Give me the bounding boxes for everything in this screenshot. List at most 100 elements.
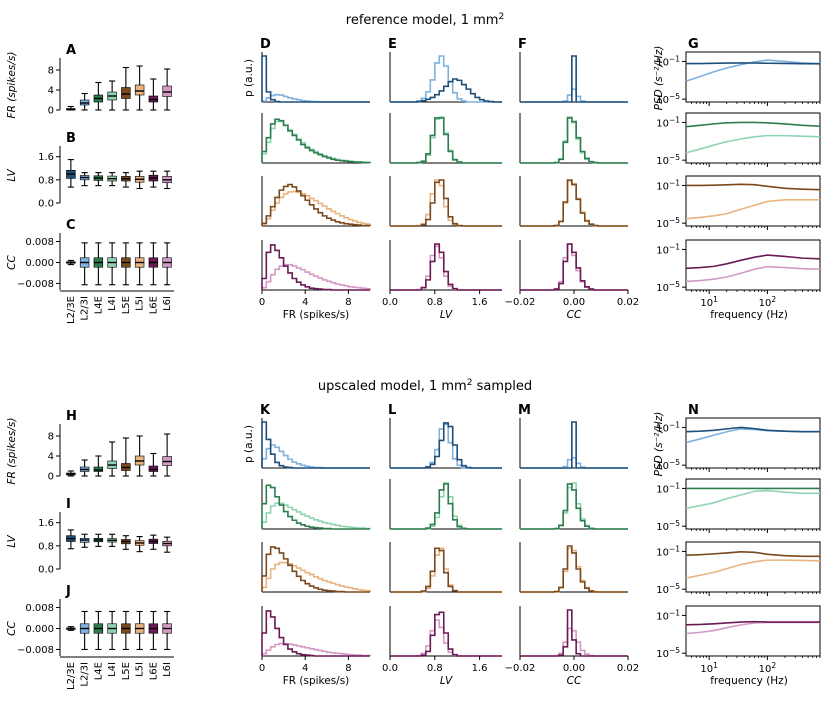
hist-fr-L2/3 [261, 418, 370, 469]
hist-line-L4E [390, 117, 502, 164]
x-tick-label: L5I [135, 296, 146, 311]
hist-line-L2/3I [520, 457, 628, 469]
x-tick-label: −0.02 [505, 663, 536, 674]
x-axis-label: LV [440, 309, 453, 321]
hist-column-cc: F −0.02 0.00 0.02 CC [505, 37, 639, 321]
psd-frame [685, 51, 821, 103]
hist-lv-L2/3 [389, 52, 502, 103]
hist-line-L2/3I [390, 55, 502, 103]
hist-line-L5E [261, 546, 370, 593]
x-axis-label: frequency (Hz) [710, 675, 788, 687]
box-L6E [148, 465, 159, 472]
x-axis-label: frequency (Hz) [710, 309, 788, 321]
x-tick-label: 1.6 [472, 297, 488, 308]
x-tick-label: L2/3I [80, 662, 91, 687]
hist-line-L2/3E [261, 421, 370, 469]
hist-line-L4I [520, 116, 628, 164]
hist-fr-L6: 0 4 8FR (spikes/s) [259, 240, 371, 321]
x-tick-label: 0.0 [382, 663, 398, 674]
boxplot-fr: H 0 4 8 FR (spikes/s) [6, 409, 172, 484]
hist-line-L4E [261, 118, 371, 164]
boxplot-fr: A 0 4 8 FR (spikes/s) [6, 43, 172, 118]
box-L5I [134, 84, 145, 96]
x-axis-label: FR (spikes/s) [283, 309, 350, 321]
x-tick-label: 102 [759, 295, 777, 309]
y-tick-label: 0.008 [25, 603, 54, 614]
psd-L2/3: 10−1 10−5 [656, 51, 821, 106]
psd-frame [685, 478, 821, 530]
box-L6I [162, 85, 172, 97]
y-tick-label: −0.008 [17, 645, 54, 656]
x-axis-label: CC [567, 675, 582, 687]
psd-line-L4I [685, 489, 820, 509]
hist-line-L4E [520, 117, 628, 164]
x-tick-label: L6E [148, 662, 159, 680]
y-tick-label: 10−5 [656, 519, 680, 533]
y-axis-label: PSD (s⁻²/Hz) [653, 412, 665, 477]
y-tick-label: 1.6 [38, 152, 54, 163]
hist-cc-L5 [519, 176, 628, 227]
hist-cc-L4 [519, 113, 628, 164]
x-tick-label: L4E [93, 296, 104, 314]
x-tick-label: 4 [302, 297, 308, 308]
y-tick-label: 10−5 [656, 216, 680, 230]
psd-frame [685, 112, 821, 164]
hist-line-L5I [390, 547, 502, 593]
hist-lv-L5 [389, 542, 502, 593]
x-tick-label: 101 [700, 661, 718, 675]
y-tick-label: 10−1 [656, 242, 680, 256]
boxplot-cc: J −0.008 0.000 0.008 CC L2/3E L2/3I L4E L4I L5E L5… [6, 584, 174, 690]
y-axis-label: p (a.u.) [243, 425, 255, 463]
panel-label: K [260, 403, 271, 418]
hist-line-L6I [390, 245, 502, 291]
panel-label: F [518, 37, 527, 52]
y-axis-label: FR (spikes/s) [6, 52, 18, 119]
y-axis-label: p (a.u.) [243, 59, 255, 97]
hist-lv-L4 [389, 113, 502, 164]
panel-label: B [66, 131, 76, 146]
hist-line-L6I [261, 263, 371, 290]
hist-cc-L2/3 [519, 418, 628, 469]
hist-lv-L5 [389, 176, 502, 227]
hist-line-L6I [390, 619, 502, 657]
panel-label: G [688, 37, 699, 52]
x-axis-label: FR (spikes/s) [283, 675, 350, 687]
psd-line-L4I [685, 134, 821, 154]
y-tick-label: 0.0 [38, 199, 54, 210]
x-tick-label: L6I [162, 662, 173, 677]
x-tick-label: 0 [259, 663, 265, 674]
psd-line-L5E [685, 551, 820, 558]
x-tick-label: 0.02 [617, 297, 639, 308]
psd-line-L5I [685, 559, 821, 579]
hist-line-L6I [261, 642, 371, 657]
hist-line-L4I [261, 502, 371, 530]
hist-line-L6E [261, 244, 370, 291]
x-axis-label: CC [567, 309, 582, 321]
hist-line-L2/3E [261, 55, 370, 103]
y-tick-label: 10−5 [656, 153, 680, 167]
hist-line-L5I [261, 190, 371, 226]
x-tick-label: 1.6 [472, 663, 488, 674]
x-tick-label: 4 [302, 663, 308, 674]
psd-L2/3: 10−1 10−5 [656, 417, 821, 472]
x-axis-label: LV [440, 675, 453, 687]
x-tick-label: L5I [135, 662, 146, 677]
hist-line-L5E [520, 545, 628, 593]
y-axis-label: LV [6, 535, 18, 548]
x-tick-label: 0.8 [427, 297, 443, 308]
panel-label: C [66, 218, 76, 233]
boxplot-lv: B 0.0 0.8 1.6 LV [6, 131, 172, 210]
x-tick-label: 102 [759, 661, 777, 675]
y-tick-label: 4 [48, 452, 54, 463]
y-tick-label: 0 [48, 106, 54, 117]
panel-label: A [66, 43, 76, 58]
y-tick-label: 0.0 [38, 565, 54, 576]
psd-line-L5I [685, 199, 820, 220]
hist-cc-L6: −0.02 0.00 0.02 CC [505, 240, 639, 321]
x-tick-label: L4E [93, 662, 104, 680]
x-tick-label: 8 [345, 297, 351, 308]
